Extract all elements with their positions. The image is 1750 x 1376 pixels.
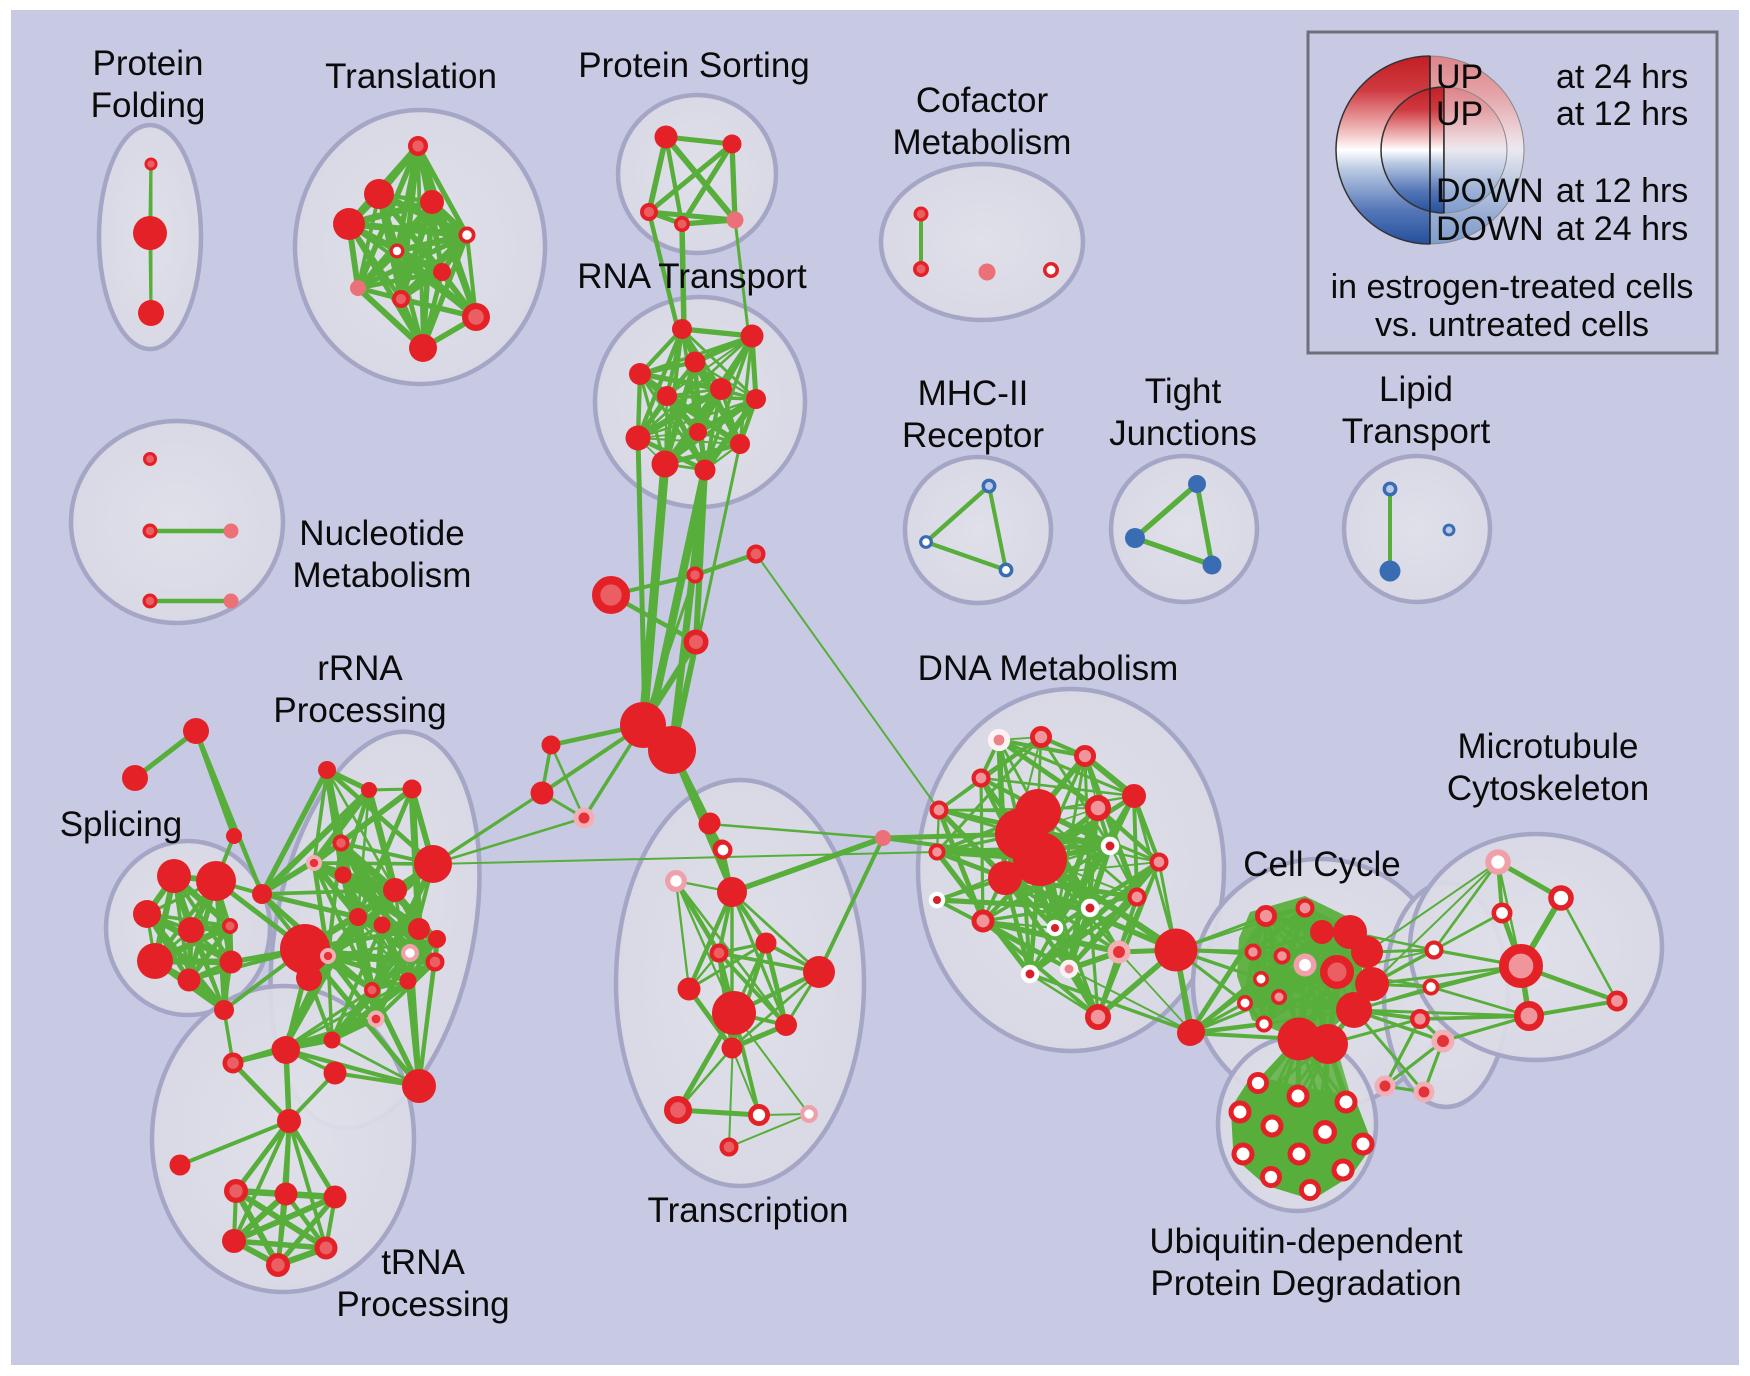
svg-text:UP: UP — [1436, 95, 1483, 133]
svg-text:Protein Sorting: Protein Sorting — [578, 46, 810, 85]
svg-text:Nucleotide: Nucleotide — [299, 514, 464, 553]
svg-text:Transcription: Transcription — [648, 1191, 849, 1230]
svg-text:in estrogen-treated cells: in estrogen-treated cells — [1331, 268, 1694, 306]
svg-text:Receptor: Receptor — [902, 416, 1044, 455]
svg-text:Cell Cycle: Cell Cycle — [1243, 845, 1401, 884]
svg-text:Cofactor: Cofactor — [916, 81, 1049, 120]
svg-text:Transport: Transport — [1342, 412, 1491, 451]
svg-text:Tight: Tight — [1145, 372, 1222, 411]
svg-text:Ubiquitin-dependent: Ubiquitin-dependent — [1149, 1222, 1463, 1261]
svg-text:Processing: Processing — [336, 1285, 509, 1324]
svg-text:DOWN: DOWN — [1436, 210, 1544, 248]
svg-text:at 24 hrs: at 24 hrs — [1556, 58, 1688, 96]
svg-text:at 12 hrs: at 12 hrs — [1556, 172, 1688, 210]
svg-text:Metabolism: Metabolism — [293, 556, 472, 595]
svg-text:vs. untreated cells: vs. untreated cells — [1375, 306, 1649, 344]
svg-text:MHC-II: MHC-II — [918, 374, 1029, 413]
svg-text:at 12 hrs: at 12 hrs — [1556, 95, 1688, 133]
svg-text:Translation: Translation — [325, 57, 497, 96]
svg-text:rRNA: rRNA — [317, 649, 403, 688]
svg-text:Cytoskeleton: Cytoskeleton — [1447, 769, 1649, 808]
svg-text:at 24 hrs: at 24 hrs — [1556, 210, 1688, 248]
svg-text:UP: UP — [1436, 58, 1483, 96]
svg-text:RNA Transport: RNA Transport — [577, 257, 807, 296]
svg-text:Folding: Folding — [91, 86, 206, 125]
svg-text:Processing: Processing — [273, 691, 446, 730]
svg-text:tRNA: tRNA — [381, 1243, 465, 1282]
svg-text:Junctions: Junctions — [1109, 414, 1257, 453]
svg-text:Lipid: Lipid — [1379, 370, 1453, 409]
svg-text:Protein Degradation: Protein Degradation — [1150, 1264, 1461, 1303]
svg-text:Protein: Protein — [93, 44, 204, 83]
svg-text:Microtubule: Microtubule — [1458, 727, 1639, 766]
svg-text:Splicing: Splicing — [60, 805, 183, 844]
svg-text:Metabolism: Metabolism — [893, 123, 1072, 162]
svg-text:DNA Metabolism: DNA Metabolism — [918, 649, 1179, 688]
svg-text:DOWN: DOWN — [1436, 172, 1544, 210]
